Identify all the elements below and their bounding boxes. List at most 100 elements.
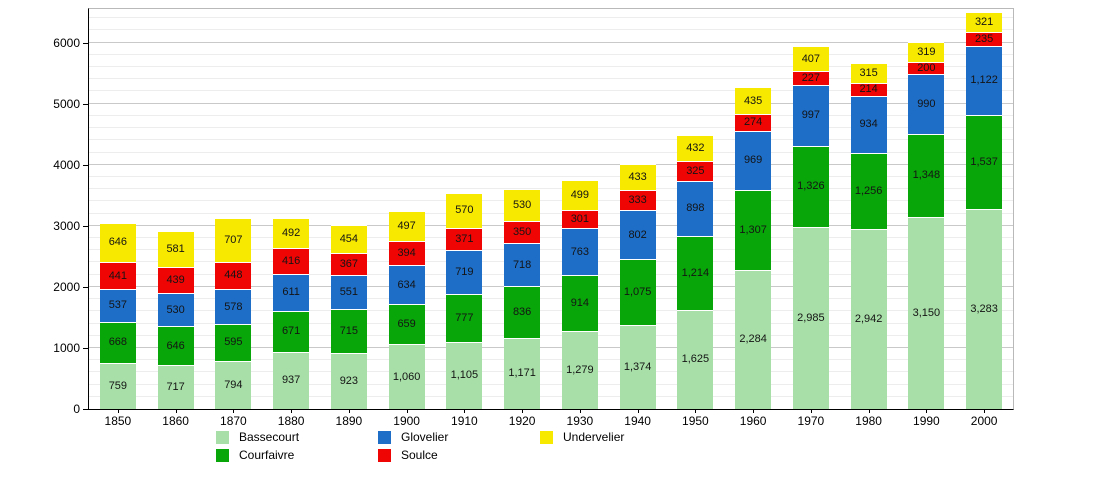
bar-segment-courfaivre: 668: [99, 321, 136, 363]
bar-segment-undervelier: 315: [850, 63, 887, 83]
bar-segment-soulce: 448: [215, 261, 252, 289]
bar-segment-courfaivre: 1,326: [792, 145, 829, 227]
bar-segment-undervelier: 707: [215, 218, 252, 262]
bar-value-label: 715: [339, 324, 359, 337]
bar-value-label: 934: [859, 118, 878, 131]
bar-value-label: 719: [455, 266, 474, 279]
y-tick-label: 2000: [53, 279, 80, 294]
bar-segment-undervelier: 319: [908, 42, 945, 62]
bar-value-label: 551: [339, 286, 359, 299]
x-tick-label: 1960: [739, 414, 767, 428]
bar-value-label: 448: [224, 269, 243, 282]
bar-segment-courfaivre: 914: [561, 275, 598, 331]
bar-segment-soulce: 214: [850, 82, 887, 96]
bar-value-label: 416: [281, 254, 301, 267]
y-tick-mark: [83, 42, 88, 44]
y-tick-mark: [83, 286, 88, 288]
bar-segment-undervelier: 407: [792, 46, 829, 71]
gridline-minor: [89, 175, 1013, 177]
bar-value-label: 499: [570, 188, 590, 201]
gridline-minor: [89, 151, 1013, 153]
gridline-minor: [89, 200, 1013, 202]
gridline-minor: [89, 237, 1013, 239]
gridline-major: [89, 102, 1013, 104]
bar-value-label: 2,985: [797, 311, 825, 324]
gridline-minor: [89, 310, 1013, 312]
bar-segment-soulce: 367: [330, 252, 367, 276]
bar-segment-soulce: 227: [792, 71, 829, 85]
bar-segment-glovelier: 551: [330, 275, 367, 309]
bar-segment-soulce: 350: [504, 221, 541, 243]
x-tick-mark: [175, 409, 177, 413]
bar-segment-courfaivre: 595: [215, 324, 252, 361]
bar-segment-courfaivre: 1,537: [966, 114, 1003, 209]
bar-segment-bassecourt: 1,171: [504, 337, 541, 409]
bar-value-label: 367: [339, 258, 359, 271]
bar-segment-glovelier: 934: [850, 95, 887, 153]
x-tick-label: 1860: [162, 414, 189, 428]
legend-swatch: [540, 430, 553, 444]
gridline-minor: [89, 90, 1013, 92]
bar-value-label: 227: [801, 71, 821, 84]
bar-value-label: 492: [281, 227, 301, 240]
x-tick-mark: [868, 409, 870, 413]
bar-value-label: 319: [917, 45, 936, 58]
bar-segment-glovelier: 719: [446, 250, 483, 295]
legend-label: Courfaivre: [239, 447, 295, 462]
bar-segment-courfaivre: 659: [388, 304, 425, 345]
bar-segment-courfaivre: 715: [330, 308, 367, 353]
bar-value-label: 200: [917, 61, 936, 74]
bar-segment-courfaivre: 1,075: [619, 259, 656, 326]
y-tick-mark: [83, 103, 88, 105]
bar-segment-glovelier: 611: [273, 273, 310, 311]
bar-segment-bassecourt: 2,985: [792, 226, 829, 409]
x-tick-mark: [926, 409, 928, 413]
x-tick-label: 1970: [797, 414, 825, 428]
bar-segment-soulce: 235: [966, 31, 1003, 47]
x-tick-mark: [464, 409, 466, 413]
bar-value-label: 214: [859, 83, 878, 96]
bar-segment-soulce: 274: [735, 113, 772, 131]
bar-value-label: 407: [801, 52, 821, 65]
gridline-minor: [89, 322, 1013, 324]
bar-value-label: 1,105: [450, 369, 479, 382]
bar-segment-soulce: 333: [619, 190, 656, 211]
bar-segment-undervelier: 570: [446, 192, 483, 228]
x-tick-label: 1940: [624, 414, 651, 428]
bar-segment-courfaivre: 671: [273, 310, 310, 352]
bar-value-label: 611: [282, 286, 300, 299]
bar-value-label: 439: [166, 274, 185, 286]
gridline-minor: [89, 17, 1013, 19]
gridline-major: [89, 224, 1013, 226]
bar-segment-soulce: 325: [677, 160, 714, 181]
gridline-minor: [89, 249, 1013, 251]
x-tick-mark: [348, 409, 350, 413]
bar-segment-glovelier: 634: [388, 265, 425, 305]
gridline-minor: [89, 78, 1013, 80]
bar-segment-glovelier: 537: [99, 289, 136, 322]
bar-value-label: 763: [570, 245, 590, 258]
bar-value-label: 759: [108, 379, 128, 392]
bar-segment-bassecourt: 3,283: [966, 208, 1003, 409]
x-tick-label: 1910: [451, 414, 478, 428]
bar-segment-bassecourt: 3,150: [908, 216, 945, 409]
bar-value-label: 1,625: [681, 353, 710, 366]
bar-segment-glovelier: 718: [504, 242, 541, 287]
bar-value-label: 1,075: [623, 286, 652, 299]
bar-value-label: 969: [743, 154, 763, 167]
x-tick-label: 1870: [220, 414, 247, 428]
bar-value-label: 2,942: [854, 313, 883, 326]
bar-segment-undervelier: 581: [157, 231, 194, 267]
legend-item-glovelier: Glovelier: [378, 430, 448, 444]
bar-segment-bassecourt: 1,279: [561, 330, 598, 409]
gridline-minor: [89, 127, 1013, 129]
bar-value-label: 794: [224, 378, 243, 391]
gridline-minor: [89, 298, 1013, 300]
bar-value-label: 301: [570, 213, 590, 226]
gridline-minor: [89, 66, 1013, 68]
bar-value-label: 1,214: [681, 266, 710, 279]
bar-segment-glovelier: 530: [157, 293, 194, 326]
bar-segment-bassecourt: 1,060: [388, 344, 425, 409]
bar-value-label: 997: [801, 109, 821, 122]
